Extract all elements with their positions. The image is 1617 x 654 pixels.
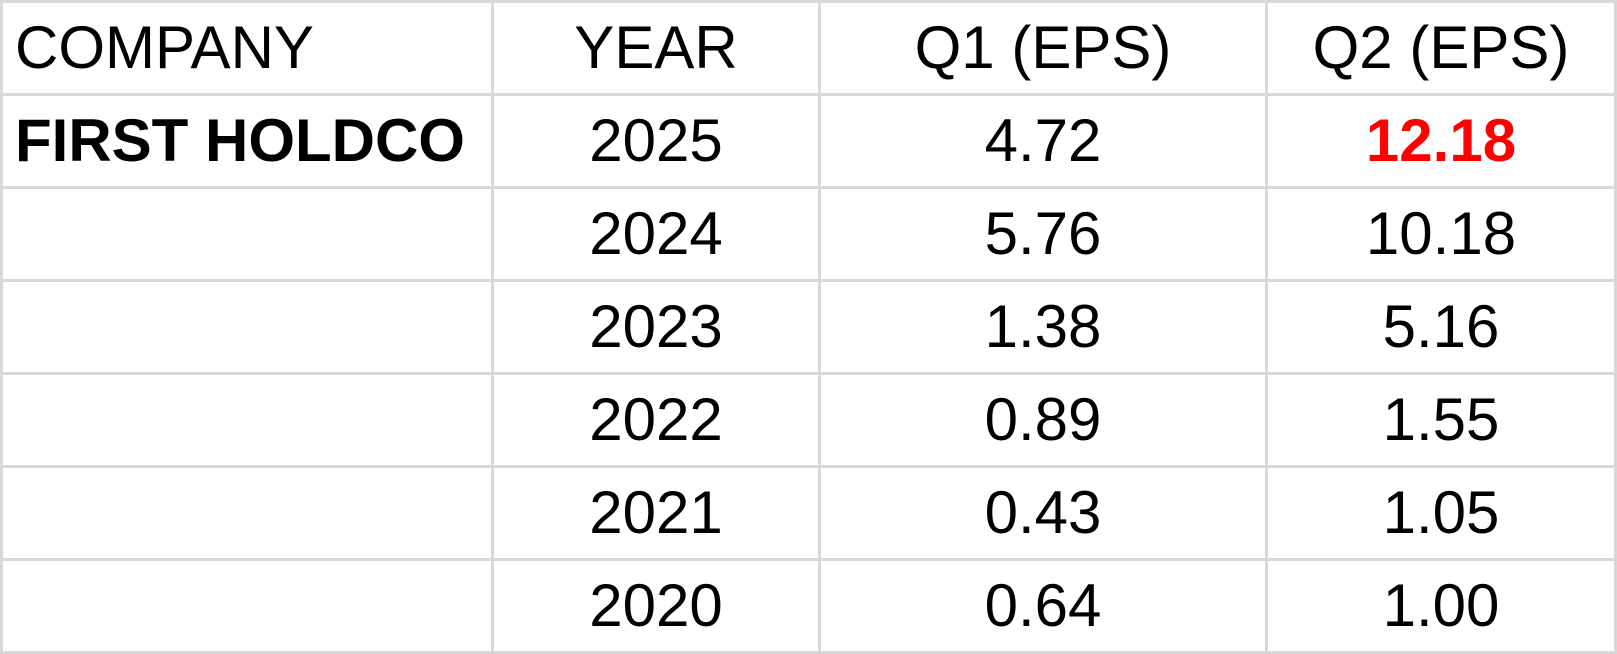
- cell-q2-2020: 1.00: [1268, 561, 1614, 651]
- cell-q2-2023: 5.16: [1268, 282, 1614, 372]
- cell-q2-2021: 1.05: [1268, 468, 1614, 558]
- cell-company-2025: FIRST HOLDCO: [3, 96, 491, 186]
- cell-q1-2022: 0.89: [821, 375, 1265, 465]
- header-cell-year: YEAR: [494, 3, 818, 93]
- cell-q1-2024: 5.76: [821, 189, 1265, 279]
- cell-company-2024: [3, 189, 491, 279]
- cell-company-2021: [3, 468, 491, 558]
- cell-company-2022: [3, 375, 491, 465]
- cell-company-2023: [3, 282, 491, 372]
- cell-year-2022: 2022: [494, 375, 818, 465]
- cell-year-2023: 2023: [494, 282, 818, 372]
- cell-q2-2024: 10.18: [1268, 189, 1614, 279]
- header-cell-q1: Q1 (EPS): [821, 3, 1265, 93]
- cell-company-2020: [3, 561, 491, 651]
- cell-q2-2022: 1.55: [1268, 375, 1614, 465]
- cell-year-2024: 2024: [494, 189, 818, 279]
- cell-q1-2020: 0.64: [821, 561, 1265, 651]
- cell-q1-2023: 1.38: [821, 282, 1265, 372]
- header-cell-q2: Q2 (EPS): [1268, 3, 1614, 93]
- cell-year-2021: 2021: [494, 468, 818, 558]
- cell-q2-2025-highlighted: 12.18: [1268, 96, 1614, 186]
- cell-q1-2025: 4.72: [821, 96, 1265, 186]
- cell-year-2025: 2025: [494, 96, 818, 186]
- cell-year-2020: 2020: [494, 561, 818, 651]
- cell-q1-2021: 0.43: [821, 468, 1265, 558]
- header-cell-company: COMPANY: [3, 3, 491, 93]
